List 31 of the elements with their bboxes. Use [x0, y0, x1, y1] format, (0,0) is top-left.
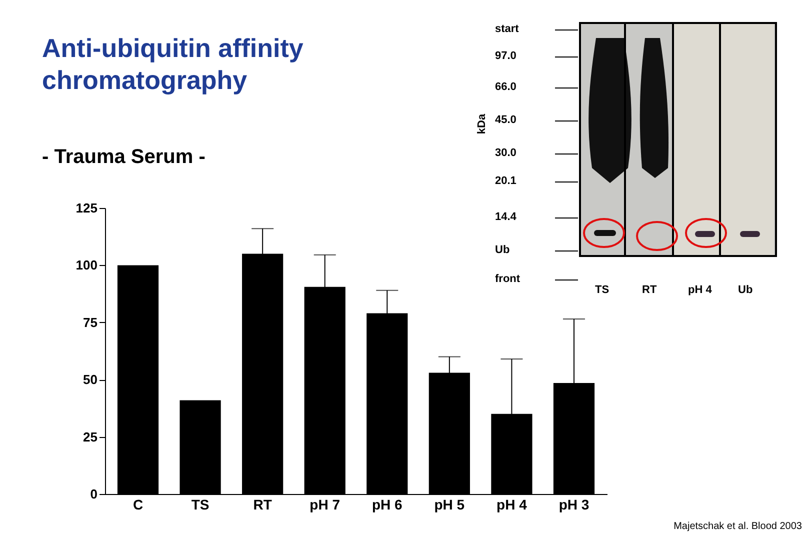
x-tick-label: C	[132, 496, 144, 512]
y-tick-label: 25	[83, 429, 98, 444]
category-label: RT	[642, 284, 657, 296]
x-tick-label: pH 6	[372, 496, 403, 512]
x-tick-label: TS	[191, 496, 210, 512]
y-tick-label: 75	[83, 314, 98, 330]
text: kDa	[476, 114, 488, 134]
category-label: Ub	[738, 284, 753, 296]
x-tick-label: pH 5	[434, 496, 465, 512]
y-tick-label: 125	[76, 200, 98, 216]
x-tick-label: pH 3	[558, 496, 590, 512]
category-label: pH 4	[688, 284, 712, 296]
category-label: Ub	[495, 244, 510, 256]
y-tick-label: 100	[76, 258, 98, 273]
category-label: 66.0	[495, 81, 516, 93]
category-label: 30.0	[495, 147, 516, 159]
category-label: start	[495, 23, 519, 35]
category-label: 97.0	[495, 50, 516, 62]
text: Majetschak et al. Blood 2003	[674, 521, 802, 532]
y-tick-label: 0	[90, 486, 98, 502]
x-tick-label: pH 7	[310, 496, 340, 512]
category-label: 45.0	[495, 114, 516, 126]
y-tick-label: 50	[83, 372, 98, 388]
category-label: TS	[595, 284, 610, 296]
category-label: 14.4	[495, 211, 516, 223]
x-tick-label: pH 4	[496, 496, 528, 512]
chart-title: Anti-ubiquitin affinity chromatography	[42, 32, 304, 96]
category-label: front	[495, 273, 520, 285]
chart-subtitle: - Trauma Serum -	[42, 146, 206, 169]
category-label: 20.1	[495, 175, 516, 187]
x-tick-label: RT	[253, 496, 272, 512]
